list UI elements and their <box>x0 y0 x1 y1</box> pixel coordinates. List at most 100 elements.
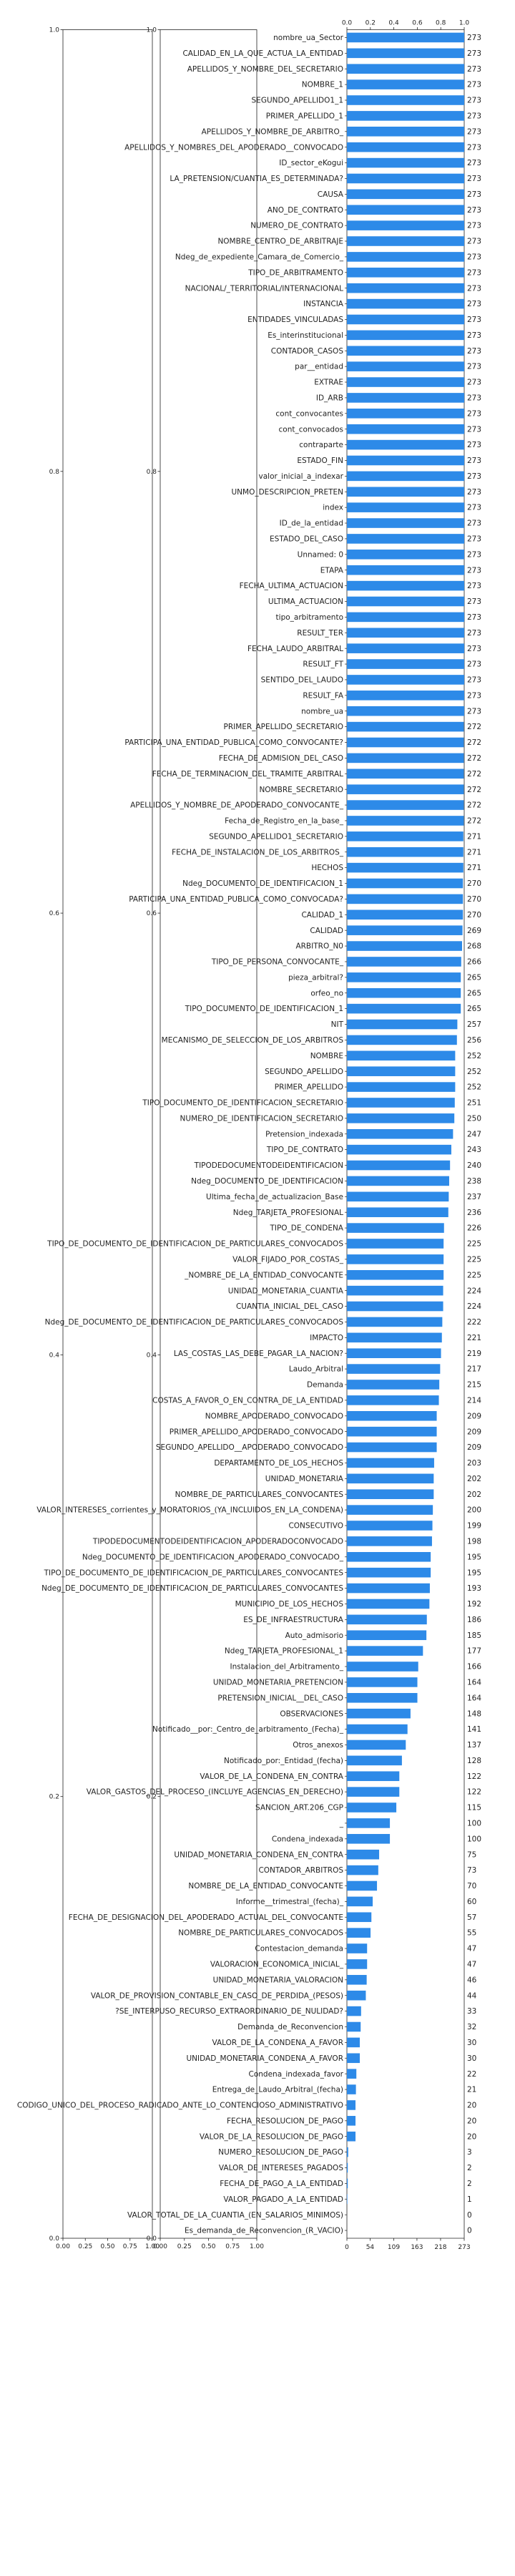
bar <box>347 95 464 105</box>
bar <box>347 800 464 810</box>
value-label: 257 <box>467 1020 481 1029</box>
value-label: 219 <box>467 1350 481 1358</box>
value-label: 273 <box>467 425 481 434</box>
bar <box>347 862 464 873</box>
category-label: orfeo_no <box>310 989 343 997</box>
x-tick-label: 0.00 <box>56 2243 70 2250</box>
bar <box>347 1144 451 1155</box>
bar <box>347 941 462 951</box>
bar <box>347 252 464 262</box>
bar <box>347 1332 442 1343</box>
bar <box>347 1317 443 1327</box>
value-label: 203 <box>467 1459 481 1468</box>
value-label: 273 <box>467 127 481 136</box>
value-label: 195 <box>467 1553 481 1561</box>
category-label: index <box>323 504 343 512</box>
value-label: 30 <box>467 2054 476 2063</box>
value-label: 269 <box>467 927 481 935</box>
category-label: MUNICIPIO_DE_LOS_HECHOS <box>235 1600 344 1609</box>
bar <box>347 126 464 137</box>
y-tick-label: 1.0 <box>49 27 60 34</box>
bar <box>347 1928 371 1938</box>
value-label: 273 <box>467 81 481 89</box>
value-label: 271 <box>467 864 481 872</box>
category-label: FECHA_DE_ADMISION_DEL_CASO <box>219 754 343 763</box>
value-label: 251 <box>467 1099 481 1108</box>
category-label: SEGUNDO_APELLIDO <box>265 1068 343 1076</box>
value-label: 273 <box>467 34 481 42</box>
value-label: 122 <box>467 1772 481 1781</box>
category-label: Demanda <box>307 1381 343 1390</box>
category-label: Es_interinstitucional <box>268 331 343 340</box>
category-label: Unnamed: 0 <box>298 550 343 559</box>
category-label: VALOR_DE_LA_CONDENA_EN_CONTRA <box>200 1772 343 1781</box>
x-tick-label: 0.50 <box>100 2243 114 2250</box>
category-label: Condena_indexada <box>272 1835 343 1843</box>
bar <box>347 1724 408 1735</box>
value-label: 148 <box>467 1709 481 1718</box>
x-tick-label: 0 <box>345 2244 349 2251</box>
value-label: 202 <box>467 1475 481 1483</box>
category-label: PRETENSION_INICIAL__DEL_CASO <box>217 1694 343 1702</box>
category-label: Condena_indexada_favor <box>249 2070 344 2079</box>
bar <box>347 1191 449 1202</box>
value-label: 70 <box>467 1882 476 1890</box>
category-label: ESTADO_DEL_CASO <box>270 535 343 544</box>
value-label: 273 <box>467 472 481 481</box>
x-tick-label: 0.00 <box>153 2243 167 2250</box>
bar <box>347 1990 366 2001</box>
value-label: 273 <box>467 175 481 183</box>
value-label: 273 <box>467 300 481 308</box>
value-label: 225 <box>467 1271 481 1279</box>
value-label: 273 <box>467 284 481 293</box>
category-label: FECHA_LAUDO_ARBITRAL <box>247 645 343 653</box>
category-label: FECHA_ULTIMA_ACTUACION <box>240 582 343 590</box>
value-label: 198 <box>467 1537 481 1546</box>
bar <box>347 487 464 497</box>
x-tick-label: 0.75 <box>225 2243 240 2250</box>
category-label: TIPO_DOCUMENTO_DE_IDENTIFICACION_1 <box>185 1005 343 1013</box>
bar <box>347 1364 441 1374</box>
bar <box>347 314 464 325</box>
category-label: ULTIMA_ACTUACION <box>268 597 343 606</box>
category-label: NOMBRE_CENTRO_DE_ARBITRAJE <box>217 238 343 246</box>
category-label: Ndeg_TARJETA_PROFESIONAL <box>233 1209 343 1217</box>
bar <box>347 1755 402 1766</box>
bar <box>347 831 464 841</box>
bar <box>347 987 461 998</box>
top-tick-label: 0.8 <box>436 20 446 27</box>
category-label: ETAPA <box>320 566 344 575</box>
bar <box>347 706 464 716</box>
top-tick-label: 0.4 <box>388 20 399 27</box>
category-label: contraparte <box>299 441 343 449</box>
category-label: Informe__trimestral_(fecha)_ <box>236 1898 344 1906</box>
bar <box>347 1003 461 1014</box>
category-label: NOMBRE_1 <box>302 81 343 89</box>
value-label: 268 <box>467 942 481 951</box>
value-label: 75 <box>467 1850 476 1859</box>
category-label: Notificado_por:_Entidad_(fecha) <box>224 1757 343 1765</box>
value-label: 273 <box>467 347 481 356</box>
value-label: 273 <box>467 253 481 262</box>
value-label: 273 <box>467 143 481 152</box>
axes-frame <box>160 29 258 2239</box>
category-label: nombre_ua <box>301 707 343 716</box>
value-label: 20 <box>467 2117 476 2125</box>
bar <box>347 2194 348 2205</box>
value-label: 273 <box>467 707 481 716</box>
bar <box>347 173 464 184</box>
x-tick-label: 54 <box>366 2244 375 2251</box>
category-label: NUMERO_DE_CONTRATO <box>250 222 343 230</box>
value-label: 265 <box>467 989 481 997</box>
category-label: Instalacion_del_Arbitramento_ <box>230 1663 343 1672</box>
value-label: 2 <box>467 2164 472 2172</box>
category-label: PARTICIPA_UNA_ENTIDAD_PUBLICA_COMO_CONVO… <box>124 738 343 747</box>
category-label: VALOR_DE_LA_RESOLUCION_DE_PAGO <box>200 2132 343 2141</box>
x-tick-label: 0.25 <box>78 2243 92 2250</box>
category-label: ENTIDADES_VINCULADAS <box>247 316 343 324</box>
value-label: 199 <box>467 1522 481 1531</box>
bar <box>347 1113 455 1123</box>
value-label: 273 <box>467 488 481 497</box>
x-tick-label: 273 <box>458 2244 470 2251</box>
bar <box>347 1880 378 1891</box>
